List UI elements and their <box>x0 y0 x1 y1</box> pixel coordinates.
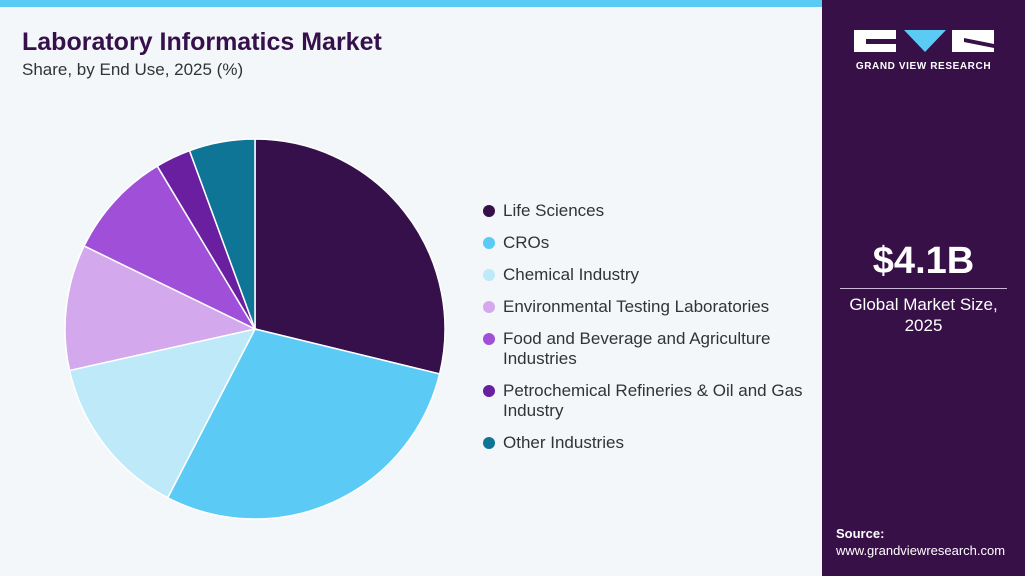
market-size-label: Global Market Size, 2025 <box>849 295 998 335</box>
legend-swatch <box>483 301 495 313</box>
legend-label: Chemical Industry <box>503 265 640 284</box>
pie-chart <box>64 138 446 520</box>
pie-slice <box>64 244 258 372</box>
legend-label: CROs <box>503 233 550 252</box>
legend-item: Chemical Industry <box>483 265 803 285</box>
legend-label: Other Industries <box>503 433 624 452</box>
source-label: Source: <box>836 526 885 541</box>
pie-slice <box>68 327 257 499</box>
logo-mark <box>854 30 994 52</box>
divider <box>840 288 1007 289</box>
legend: Life Sciences CROs Chemical Industry Enviro… <box>483 201 803 453</box>
legend-swatch <box>483 269 495 281</box>
logo-text: GRAND VIEW RESEARCH <box>855 61 992 72</box>
legend-swatch <box>483 205 495 217</box>
legend-label: Life Sciences <box>503 201 605 220</box>
legend-item: Other Industries <box>483 433 803 453</box>
legend-swatch <box>483 237 495 249</box>
market-size: $4.1B <box>872 240 975 282</box>
legend-label: Petrochemical Refineries & Oil and Gas I… <box>503 381 803 420</box>
legend-item: Environmental Testing Laboratories <box>483 297 803 317</box>
legend-item: Life Sciences <box>483 201 803 221</box>
legend-swatch <box>483 333 495 345</box>
legend-label: Food and Beverage and Agriculture Indust… <box>503 329 771 368</box>
side-panel: GRAND VIEW RESEARCH $4.1B Global Market … <box>822 0 1025 576</box>
pie-slice <box>83 165 257 331</box>
legend-swatch <box>483 385 495 397</box>
source-url: www.grandviewresearch.com <box>836 543 1006 558</box>
chart-title: Laboratory Informatics Market <box>22 28 382 56</box>
legend-label: Environmental Testing Laboratories <box>503 297 770 316</box>
legend-item: Petrochemical Refineries & Oil and Gas I… <box>483 381 803 421</box>
legend-item: Food and Beverage and Agriculture Indust… <box>483 329 803 369</box>
legend-item: CROs <box>483 233 803 253</box>
pie-slice <box>254 138 446 375</box>
top-bar <box>0 0 822 7</box>
chart-subtitle: Share, by End Use, 2025 (%) <box>22 60 244 79</box>
legend-swatch <box>483 437 495 449</box>
pie-slice <box>166 328 441 520</box>
pie-slice <box>188 138 256 330</box>
